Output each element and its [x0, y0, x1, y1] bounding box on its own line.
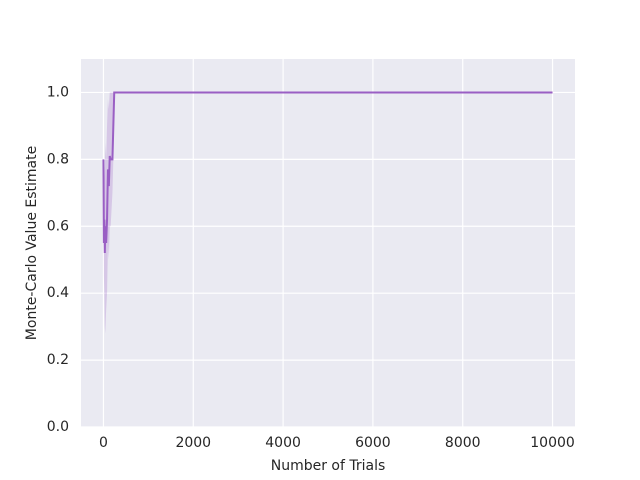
x-tick-label: 10000: [530, 435, 575, 451]
x-tick-label: 4000: [265, 435, 301, 451]
x-tick-label: 0: [99, 435, 108, 451]
x-tick-label: 2000: [175, 435, 211, 451]
y-tick-label: 0.8: [47, 151, 69, 167]
line: [102, 91, 553, 254]
x-axis-label: Number of Trials: [271, 458, 386, 474]
y-tick-label: 0.2: [47, 352, 69, 368]
plot-area: [81, 59, 575, 427]
y-tick-label: 0.0: [47, 419, 69, 435]
y-tick-label: 0.6: [47, 218, 69, 234]
y-axis-label: Monte-Carlo Value Estimate: [24, 146, 40, 340]
x-tick-label: 8000: [445, 435, 481, 451]
y-tick-label: 0.4: [47, 285, 69, 301]
y-tick-label: 1.0: [47, 84, 69, 100]
x-tick-label: 6000: [355, 435, 391, 451]
